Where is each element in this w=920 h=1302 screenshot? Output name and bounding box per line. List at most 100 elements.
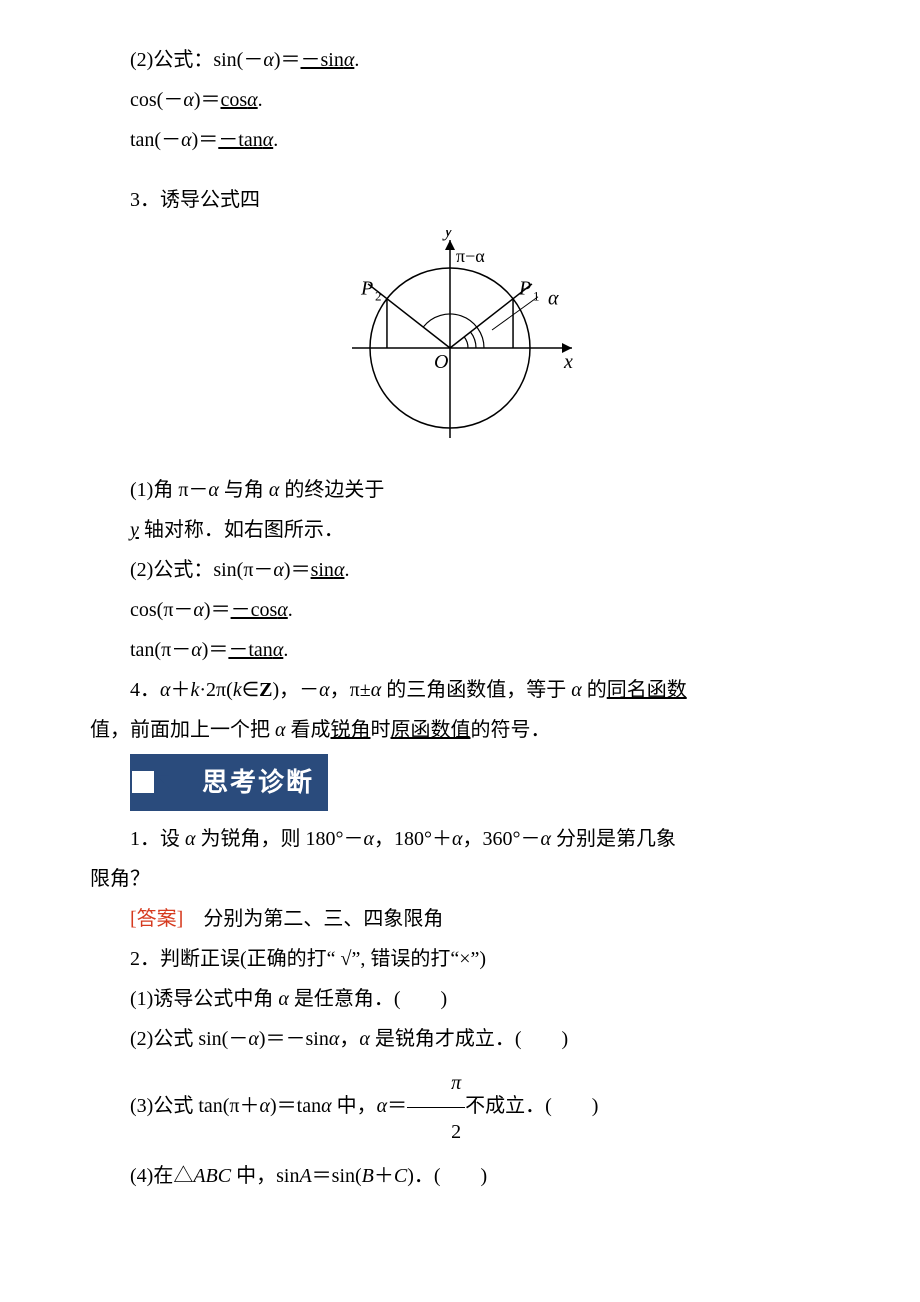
figure-unit-circle: Oxyαπ−αP1P2 bbox=[90, 230, 830, 454]
text: ·2π( bbox=[199, 679, 232, 701]
question-2-head: 2．判断正误(正确的打“ √”, 错误的打“×”) bbox=[90, 939, 830, 979]
ans-text: sin bbox=[311, 559, 334, 581]
ans-text: －sin bbox=[301, 49, 344, 71]
tail: . bbox=[258, 89, 263, 111]
frac-den: 2 bbox=[407, 1107, 465, 1156]
answer: sinα bbox=[311, 559, 345, 581]
text: )＝ bbox=[204, 599, 231, 621]
text: 看成 bbox=[286, 719, 331, 741]
svg-text:y: y bbox=[442, 230, 453, 241]
ans-text: －tan bbox=[218, 129, 262, 151]
alpha: α bbox=[208, 479, 219, 501]
text: )＝－sin bbox=[259, 1028, 329, 1050]
text: 为锐角，则 180°－ bbox=[196, 828, 364, 850]
para: y 轴对称．如右图所示． bbox=[90, 510, 830, 550]
section-heading: 3．诱导公式四 bbox=[90, 180, 830, 220]
text: (2)公式：sin(－ bbox=[130, 49, 263, 71]
alpha: α bbox=[247, 89, 258, 111]
unit-circle-svg: Oxyαπ−αP1P2 bbox=[330, 230, 590, 440]
ans-text: －cos bbox=[231, 599, 278, 621]
alpha: α bbox=[269, 479, 280, 501]
text: )＝ bbox=[192, 129, 219, 151]
answer-line: [答案] 分别为第二、三、四象限角 bbox=[90, 899, 830, 939]
text: (1)角 π－ bbox=[130, 479, 208, 501]
alpha: α bbox=[273, 639, 284, 661]
text: (1)诱导公式中角 bbox=[130, 988, 278, 1010]
formula-line: (2)公式：sin(π－α)＝sinα. bbox=[90, 550, 830, 590]
answer: －cosα bbox=[231, 599, 288, 621]
text: 的终边关于 bbox=[279, 479, 384, 501]
banner-flag-icon: ◥ bbox=[132, 771, 154, 793]
tail: . bbox=[283, 639, 288, 661]
question-2-2: (2)公式 sin(－α)＝－sinα，α 是锐角才成立．( ) bbox=[90, 1019, 830, 1059]
text: 的 bbox=[582, 679, 607, 701]
text: 的三角函数值，等于 bbox=[381, 679, 571, 701]
frac-num: π bbox=[407, 1059, 465, 1107]
alpha: α bbox=[181, 129, 192, 151]
alpha: α bbox=[364, 828, 375, 850]
svg-text:x: x bbox=[563, 351, 573, 373]
answer: y bbox=[130, 519, 139, 541]
svg-text:π−α: π−α bbox=[456, 246, 485, 266]
formula-line: cos(－α)＝cosα. bbox=[90, 80, 830, 120]
text: 4． bbox=[130, 679, 160, 701]
alpha: α bbox=[263, 129, 274, 151]
alpha: α bbox=[329, 1028, 340, 1050]
alpha: α bbox=[319, 679, 330, 701]
alpha: α bbox=[193, 599, 204, 621]
answer: 同名函数 bbox=[607, 679, 687, 701]
alpha: α bbox=[160, 679, 171, 701]
text: ＋ bbox=[374, 1165, 394, 1187]
text: ＝ bbox=[387, 1095, 407, 1117]
tail: . bbox=[288, 599, 293, 621]
text: (2)公式 sin(－ bbox=[130, 1028, 248, 1050]
alpha: α bbox=[260, 1095, 271, 1117]
paren-blank: 是任意角．( ) bbox=[289, 988, 447, 1010]
text: 时 bbox=[371, 719, 391, 741]
text: (3)公式 tan(π＋ bbox=[130, 1095, 260, 1117]
svg-text:1: 1 bbox=[533, 289, 540, 304]
formula-line: tan(π－α)＝－tanα. bbox=[90, 630, 830, 670]
answer: －tanα bbox=[218, 129, 273, 151]
para: (1)角 π－α 与角 α 的终边关于 bbox=[90, 470, 830, 510]
para: 4．α＋k·2π(k∈Z)，－α，π±α 的三角函数值，等于 α 的同名函数 bbox=[90, 670, 830, 710]
abc: ABC bbox=[193, 1165, 231, 1187]
alpha: α bbox=[377, 1095, 388, 1117]
alpha: α bbox=[344, 49, 355, 71]
paren-blank: )．( ) bbox=[407, 1165, 487, 1187]
answer-label: [答案] bbox=[130, 908, 183, 930]
svg-text:O: O bbox=[434, 351, 448, 373]
banner-text: 思考诊断 bbox=[154, 756, 318, 808]
text: ， bbox=[339, 1028, 359, 1050]
text: ∈ bbox=[242, 679, 259, 701]
A: A bbox=[299, 1165, 311, 1187]
fraction: π2 bbox=[407, 1059, 465, 1156]
text: 值，前面加上一个把 bbox=[90, 719, 275, 741]
text: 中，sin bbox=[231, 1165, 299, 1187]
text: 的符号． bbox=[471, 719, 551, 741]
text: 分别是第几象 bbox=[551, 828, 676, 850]
B: B bbox=[362, 1165, 374, 1187]
svg-text:P: P bbox=[360, 278, 373, 300]
text: 1．设 bbox=[130, 828, 185, 850]
text: tan(－ bbox=[130, 129, 181, 151]
answer: cosα bbox=[221, 89, 258, 111]
alpha: α bbox=[183, 89, 194, 111]
C: C bbox=[394, 1165, 407, 1187]
formula-line: cos(π－α)＝－cosα. bbox=[90, 590, 830, 630]
alpha: α bbox=[191, 639, 202, 661]
alpha: α bbox=[277, 599, 288, 621]
text: ＋ bbox=[171, 679, 191, 701]
alpha: α bbox=[321, 1095, 332, 1117]
text: )＝ bbox=[194, 89, 221, 111]
text: )，－ bbox=[272, 679, 319, 701]
paren-blank: 不成立．( ) bbox=[465, 1095, 598, 1117]
text: (2)公式：sin(π－ bbox=[130, 559, 273, 581]
para: 值，前面加上一个把 α 看成锐角时原函数值的符号． bbox=[90, 710, 830, 750]
text: (4)在△ bbox=[130, 1165, 193, 1187]
text: ，180°＋ bbox=[374, 828, 452, 850]
answer: 锐角 bbox=[331, 719, 371, 741]
text: ＝sin( bbox=[312, 1165, 362, 1187]
alpha: α bbox=[185, 828, 196, 850]
set-z: Z bbox=[259, 679, 272, 701]
